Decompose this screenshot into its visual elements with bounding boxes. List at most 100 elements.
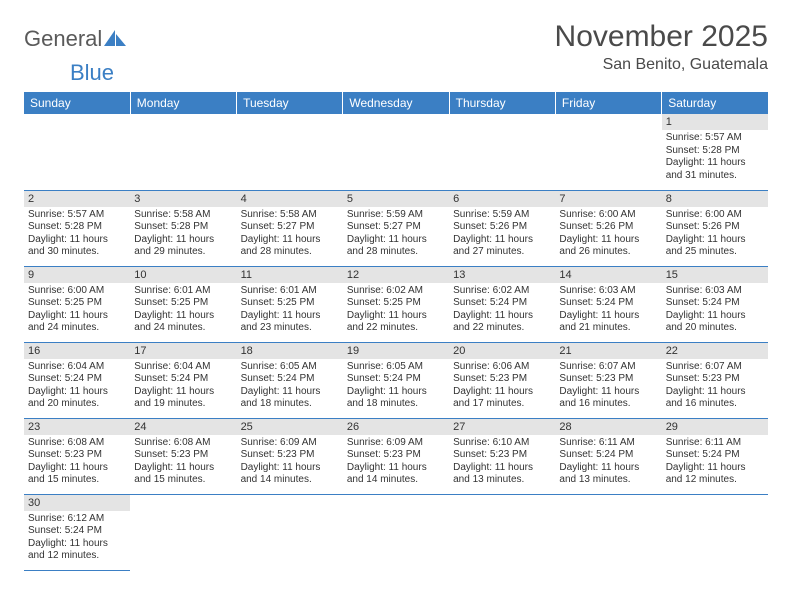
daylight-text: and 17 minutes.	[453, 398, 551, 411]
calendar-cell	[555, 494, 661, 570]
daylight-text: and 12 minutes.	[666, 474, 764, 487]
daylight-text: and 31 minutes.	[666, 170, 764, 183]
daylight-text: and 26 minutes.	[559, 246, 657, 259]
sunset-text: Sunset: 5:23 PM	[134, 449, 232, 462]
calendar-cell: 21Sunrise: 6:07 AMSunset: 5:23 PMDayligh…	[555, 342, 661, 418]
day-number: 24	[130, 419, 236, 435]
daylight-text: and 30 minutes.	[28, 246, 126, 259]
sunrise-text: Sunrise: 6:01 AM	[134, 285, 232, 298]
calendar-cell: 3Sunrise: 5:58 AMSunset: 5:28 PMDaylight…	[130, 190, 236, 266]
sunrise-text: Sunrise: 6:04 AM	[134, 361, 232, 374]
day-details: Sunrise: 6:01 AMSunset: 5:25 PMDaylight:…	[130, 283, 236, 339]
calendar-cell: 18Sunrise: 6:05 AMSunset: 5:24 PMDayligh…	[237, 342, 343, 418]
sunset-text: Sunset: 5:27 PM	[347, 221, 445, 234]
weekday-header: Monday	[130, 92, 236, 114]
calendar-cell: 8Sunrise: 6:00 AMSunset: 5:26 PMDaylight…	[662, 190, 768, 266]
calendar-cell	[343, 114, 449, 190]
calendar-cell	[555, 114, 661, 190]
sunset-text: Sunset: 5:26 PM	[559, 221, 657, 234]
sunset-text: Sunset: 5:25 PM	[347, 297, 445, 310]
calendar-cell: 14Sunrise: 6:03 AMSunset: 5:24 PMDayligh…	[555, 266, 661, 342]
day-details: Sunrise: 6:11 AMSunset: 5:24 PMDaylight:…	[662, 435, 768, 491]
calendar-cell: 28Sunrise: 6:11 AMSunset: 5:24 PMDayligh…	[555, 418, 661, 494]
daylight-text: Daylight: 11 hours	[28, 234, 126, 247]
day-number: 20	[449, 343, 555, 359]
calendar-body: 1Sunrise: 5:57 AMSunset: 5:28 PMDaylight…	[24, 114, 768, 570]
weekday-header-row: Sunday Monday Tuesday Wednesday Thursday…	[24, 92, 768, 114]
calendar-cell: 11Sunrise: 6:01 AMSunset: 5:25 PMDayligh…	[237, 266, 343, 342]
calendar-table: Sunday Monday Tuesday Wednesday Thursday…	[24, 92, 768, 571]
day-number: 15	[662, 267, 768, 283]
calendar-cell: 29Sunrise: 6:11 AMSunset: 5:24 PMDayligh…	[662, 418, 768, 494]
sunset-text: Sunset: 5:23 PM	[453, 373, 551, 386]
daylight-text: Daylight: 11 hours	[28, 386, 126, 399]
sunrise-text: Sunrise: 6:11 AM	[559, 437, 657, 450]
calendar-cell	[449, 114, 555, 190]
day-number: 25	[237, 419, 343, 435]
sunrise-text: Sunrise: 6:11 AM	[666, 437, 764, 450]
day-details: Sunrise: 6:09 AMSunset: 5:23 PMDaylight:…	[343, 435, 449, 491]
sunrise-text: Sunrise: 6:09 AM	[347, 437, 445, 450]
sunrise-text: Sunrise: 6:04 AM	[28, 361, 126, 374]
daylight-text: Daylight: 11 hours	[28, 310, 126, 323]
day-details: Sunrise: 5:58 AMSunset: 5:27 PMDaylight:…	[237, 207, 343, 263]
day-details: Sunrise: 6:09 AMSunset: 5:23 PMDaylight:…	[237, 435, 343, 491]
daylight-text: and 16 minutes.	[666, 398, 764, 411]
weekday-header: Tuesday	[237, 92, 343, 114]
sunset-text: Sunset: 5:27 PM	[241, 221, 339, 234]
day-details: Sunrise: 6:07 AMSunset: 5:23 PMDaylight:…	[555, 359, 661, 415]
day-details: Sunrise: 6:05 AMSunset: 5:24 PMDaylight:…	[343, 359, 449, 415]
sunset-text: Sunset: 5:28 PM	[28, 221, 126, 234]
sunrise-text: Sunrise: 6:05 AM	[241, 361, 339, 374]
daylight-text: Daylight: 11 hours	[347, 462, 445, 475]
day-details: Sunrise: 6:07 AMSunset: 5:23 PMDaylight:…	[662, 359, 768, 415]
daylight-text: and 16 minutes.	[559, 398, 657, 411]
sunset-text: Sunset: 5:24 PM	[666, 449, 764, 462]
daylight-text: Daylight: 11 hours	[666, 234, 764, 247]
day-number: 30	[24, 495, 130, 511]
logo-text-general: General	[24, 26, 102, 52]
daylight-text: Daylight: 11 hours	[241, 386, 339, 399]
day-number: 10	[130, 267, 236, 283]
sail-icon	[104, 30, 126, 46]
calendar-cell	[24, 114, 130, 190]
sunset-text: Sunset: 5:28 PM	[666, 145, 764, 158]
day-details: Sunrise: 6:10 AMSunset: 5:23 PMDaylight:…	[449, 435, 555, 491]
daylight-text: and 28 minutes.	[347, 246, 445, 259]
sunrise-text: Sunrise: 5:59 AM	[347, 209, 445, 222]
calendar-cell: 16Sunrise: 6:04 AMSunset: 5:24 PMDayligh…	[24, 342, 130, 418]
sunrise-text: Sunrise: 5:57 AM	[28, 209, 126, 222]
day-details: Sunrise: 5:57 AMSunset: 5:28 PMDaylight:…	[24, 207, 130, 263]
daylight-text: and 18 minutes.	[241, 398, 339, 411]
daylight-text: Daylight: 11 hours	[666, 386, 764, 399]
calendar-cell: 2Sunrise: 5:57 AMSunset: 5:28 PMDaylight…	[24, 190, 130, 266]
day-number: 9	[24, 267, 130, 283]
sunrise-text: Sunrise: 6:03 AM	[559, 285, 657, 298]
sunset-text: Sunset: 5:25 PM	[28, 297, 126, 310]
sunrise-text: Sunrise: 6:05 AM	[347, 361, 445, 374]
daylight-text: Daylight: 11 hours	[666, 310, 764, 323]
calendar-page: General November 2025 San Benito, Guatem…	[0, 0, 792, 591]
sunset-text: Sunset: 5:25 PM	[241, 297, 339, 310]
calendar-cell	[449, 494, 555, 570]
sunrise-text: Sunrise: 6:02 AM	[347, 285, 445, 298]
daylight-text: and 14 minutes.	[241, 474, 339, 487]
sunrise-text: Sunrise: 6:12 AM	[28, 513, 126, 526]
sunrise-text: Sunrise: 5:58 AM	[134, 209, 232, 222]
calendar-cell: 27Sunrise: 6:10 AMSunset: 5:23 PMDayligh…	[449, 418, 555, 494]
daylight-text: Daylight: 11 hours	[559, 310, 657, 323]
weekday-header: Sunday	[24, 92, 130, 114]
sunrise-text: Sunrise: 6:10 AM	[453, 437, 551, 450]
daylight-text: Daylight: 11 hours	[559, 462, 657, 475]
daylight-text: and 18 minutes.	[347, 398, 445, 411]
daylight-text: and 22 minutes.	[453, 322, 551, 335]
day-number: 18	[237, 343, 343, 359]
sunset-text: Sunset: 5:23 PM	[666, 373, 764, 386]
calendar-cell: 9Sunrise: 6:00 AMSunset: 5:25 PMDaylight…	[24, 266, 130, 342]
calendar-cell	[130, 494, 236, 570]
sunset-text: Sunset: 5:24 PM	[28, 373, 126, 386]
sunset-text: Sunset: 5:25 PM	[134, 297, 232, 310]
day-number: 29	[662, 419, 768, 435]
sunset-text: Sunset: 5:23 PM	[347, 449, 445, 462]
day-number: 26	[343, 419, 449, 435]
